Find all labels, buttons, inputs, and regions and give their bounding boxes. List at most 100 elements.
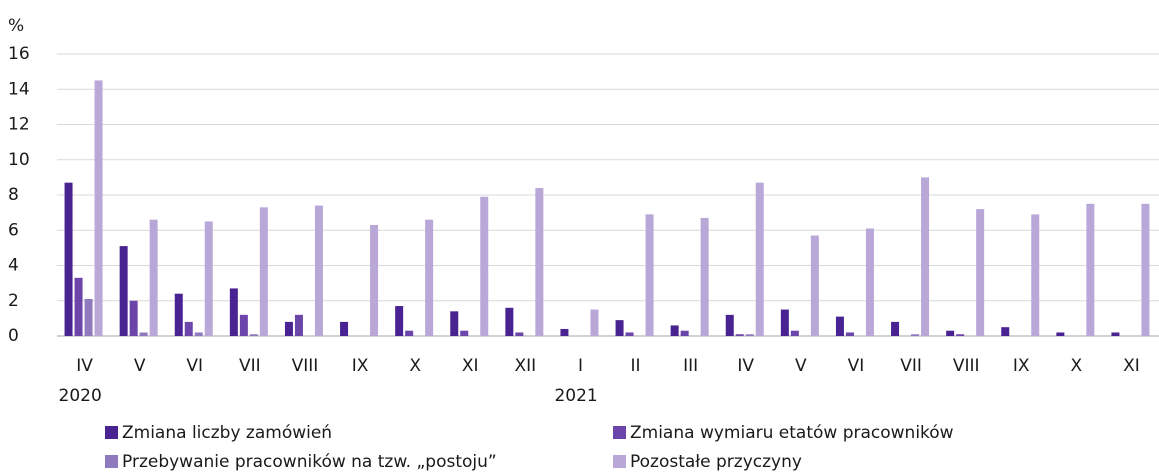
bar	[294, 314, 303, 336]
bar	[239, 314, 248, 336]
bar	[845, 332, 854, 336]
x-tick-label: I	[578, 356, 583, 376]
bar	[425, 219, 434, 336]
x-tick-label: XII	[515, 356, 537, 376]
bar	[1056, 332, 1065, 336]
bar	[460, 330, 469, 336]
bar	[590, 309, 599, 336]
x-tick-label: II	[631, 356, 641, 376]
bar	[184, 321, 193, 336]
bar	[625, 332, 634, 336]
x-tick-label: XI	[1123, 356, 1140, 376]
bar	[921, 177, 930, 336]
bar	[535, 187, 544, 336]
x-tick-label: VIII	[292, 356, 319, 376]
bar	[64, 182, 73, 336]
bar	[976, 209, 985, 336]
bar	[560, 328, 569, 336]
bar	[340, 321, 349, 336]
bar	[194, 332, 203, 336]
legend-swatch	[105, 455, 118, 468]
bar	[835, 316, 844, 336]
legend-label: Zmiana wymiaru etatów pracowników	[630, 423, 954, 443]
x-tick-label: VII	[900, 356, 922, 376]
legend-swatch	[613, 455, 626, 468]
x-tick-label: IV	[76, 356, 93, 376]
bar	[735, 334, 744, 336]
bar	[259, 207, 268, 336]
bar	[1031, 214, 1040, 336]
x-tick-label: IX	[1013, 356, 1030, 376]
bar	[515, 332, 524, 336]
bar	[891, 321, 900, 336]
x-tick-label: X	[1071, 356, 1083, 376]
bar	[450, 311, 459, 336]
bar	[1086, 203, 1095, 336]
bar	[810, 235, 819, 336]
bar	[1141, 203, 1150, 336]
bar	[149, 219, 158, 336]
bar	[480, 196, 489, 336]
y-tick-label: 10	[8, 150, 30, 170]
bar	[94, 80, 103, 336]
bar	[129, 300, 138, 336]
bar	[505, 307, 514, 336]
y-tick-label: 6	[8, 220, 19, 240]
legend-label: Pozostałe przyczyny	[630, 452, 802, 472]
bar	[74, 277, 83, 336]
bar	[670, 325, 679, 336]
x-tick-label: VI	[848, 356, 865, 376]
bar	[645, 214, 654, 336]
x-tick-label: V	[134, 356, 146, 376]
y-tick-label: 16	[8, 44, 30, 64]
bar	[615, 320, 624, 336]
bar	[956, 334, 965, 336]
bar	[84, 298, 93, 336]
x-tick-label: VIII	[953, 356, 980, 376]
bar	[229, 288, 238, 336]
bar	[395, 306, 404, 336]
legend-swatch	[105, 426, 118, 439]
bar	[284, 321, 293, 336]
bar	[204, 221, 213, 336]
x-tick-label: V	[795, 356, 807, 376]
bar	[755, 182, 764, 336]
bar	[780, 309, 789, 336]
bar	[700, 217, 709, 336]
legend-label: Przebywanie pracowników na tzw. „postoju…	[122, 452, 497, 472]
bar	[790, 330, 799, 336]
y-tick-label: 12	[8, 115, 30, 135]
year-label: 2021	[554, 386, 597, 406]
bar	[1111, 332, 1120, 336]
bar	[314, 205, 323, 336]
bar	[370, 224, 379, 336]
bar	[745, 334, 754, 336]
x-tick-label: X	[409, 356, 421, 376]
y-axis-label: %	[8, 16, 24, 36]
bar	[865, 228, 874, 336]
year-label: 2020	[59, 386, 102, 406]
y-tick-label: 0	[8, 326, 19, 346]
x-tick-label: IX	[352, 356, 369, 376]
y-tick-label: 14	[8, 79, 30, 99]
legend-swatch	[613, 426, 626, 439]
y-tick-label: 8	[8, 185, 19, 205]
x-tick-label: VI	[186, 356, 203, 376]
bar	[680, 330, 689, 336]
bar	[725, 314, 734, 336]
bar	[174, 293, 183, 336]
bar	[249, 334, 258, 336]
bar	[1001, 327, 1010, 336]
bar	[119, 246, 128, 336]
y-tick-label: 4	[8, 256, 19, 276]
x-tick-label: III	[683, 356, 698, 376]
bar	[946, 330, 955, 336]
y-tick-label: 2	[8, 291, 19, 311]
bar	[139, 332, 148, 336]
x-tick-label: VII	[239, 356, 261, 376]
x-tick-label: IV	[737, 356, 754, 376]
bar	[911, 334, 920, 336]
bar	[405, 330, 414, 336]
legend-label: Zmiana liczby zamówień	[122, 423, 332, 443]
